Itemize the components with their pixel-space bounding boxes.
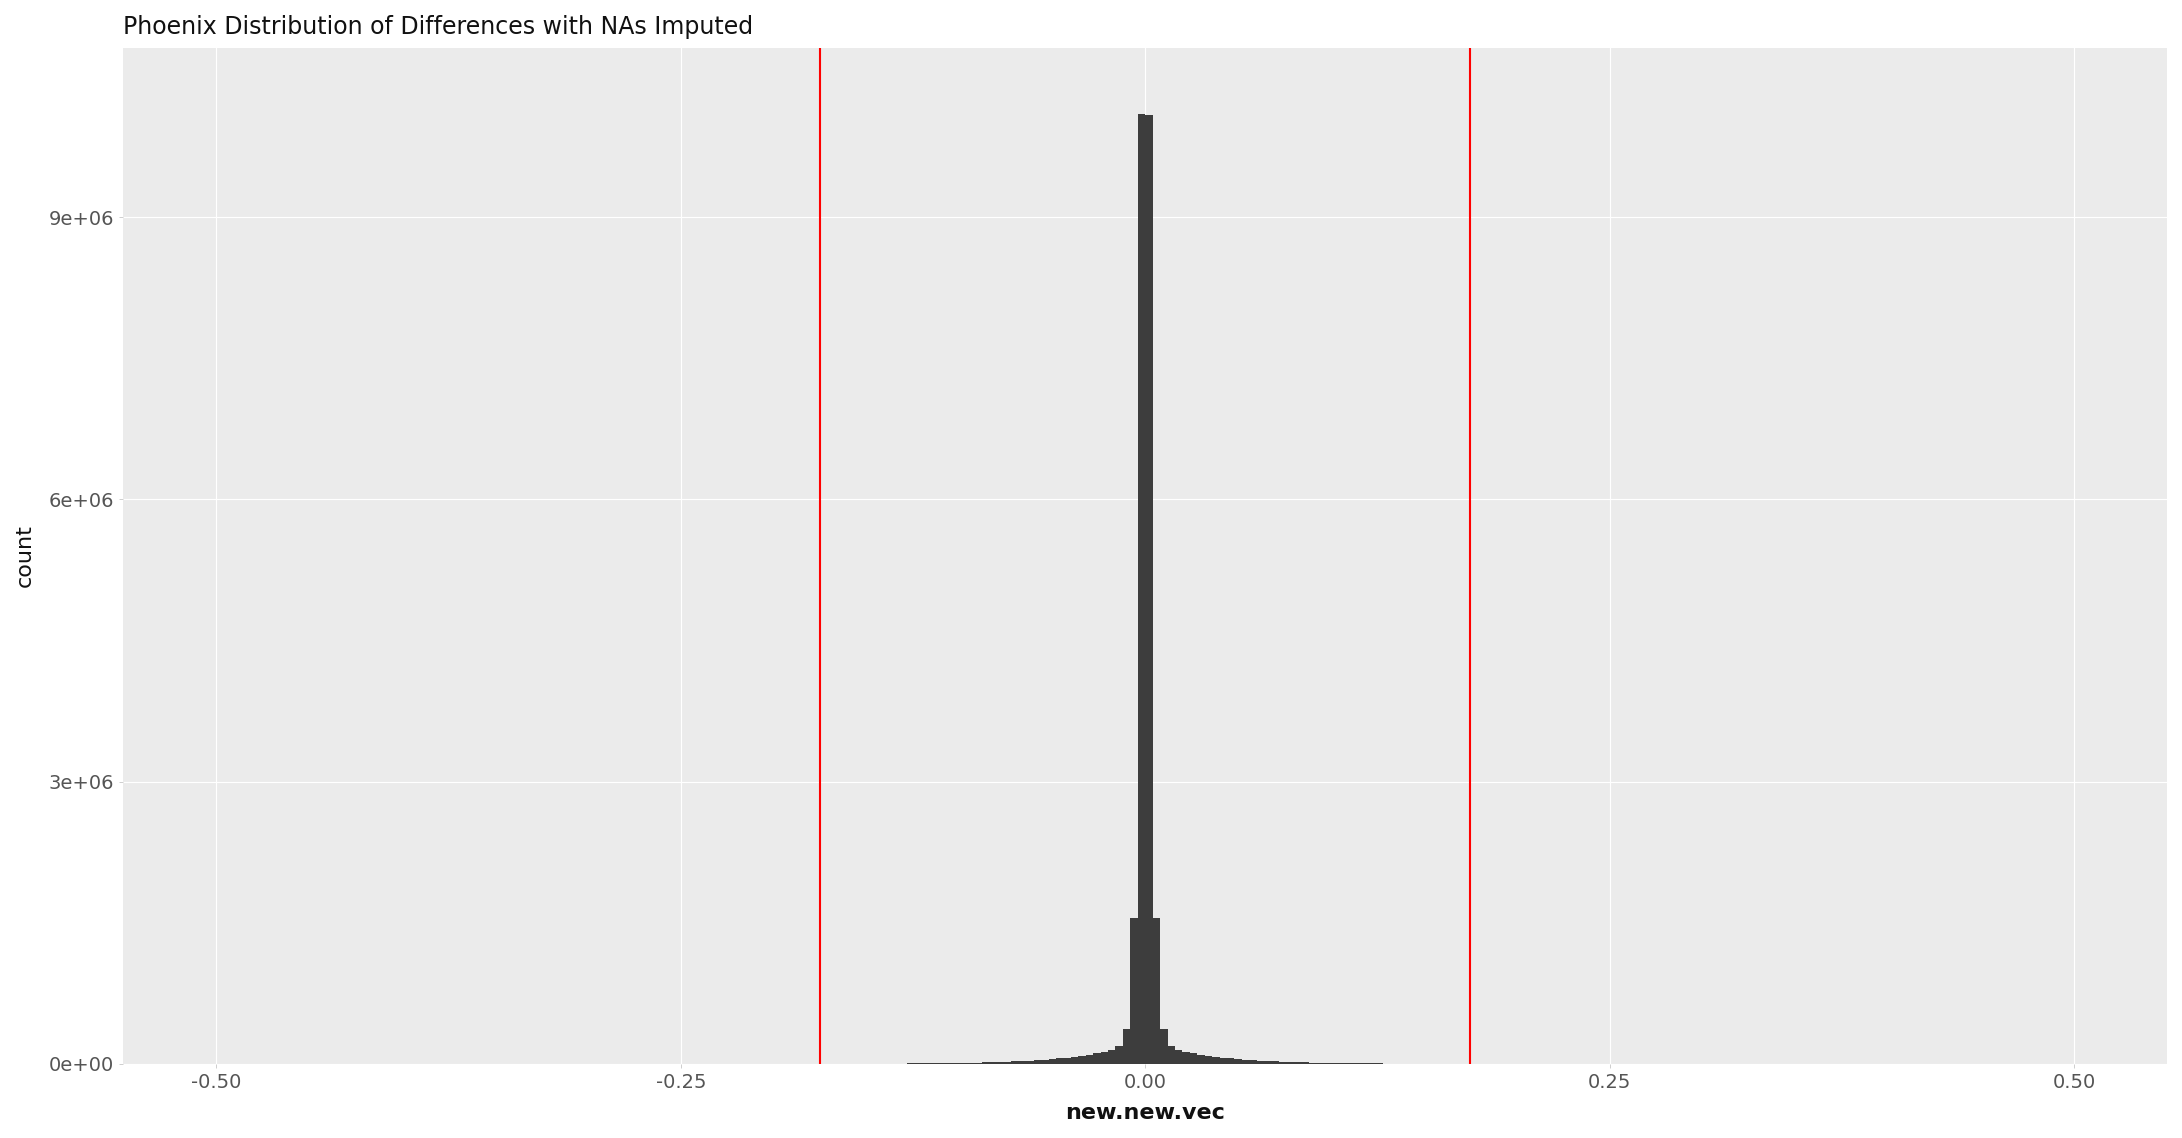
Bar: [1309, 1063, 1316, 1064]
Bar: [1146, 115, 1152, 1064]
X-axis label: new.new.vec: new.new.vec: [1065, 1103, 1224, 1123]
Bar: [1257, 1061, 1263, 1064]
Bar: [1087, 1055, 1093, 1064]
Bar: [1100, 1052, 1108, 1064]
Bar: [988, 1062, 997, 1064]
Bar: [1300, 1063, 1309, 1064]
Bar: [1272, 1062, 1279, 1064]
Bar: [1235, 1059, 1242, 1064]
Bar: [982, 1063, 988, 1064]
Bar: [1050, 1059, 1056, 1064]
Bar: [1211, 1057, 1220, 1064]
Bar: [1294, 1062, 1300, 1064]
Bar: [1124, 1029, 1130, 1064]
Y-axis label: count: count: [15, 525, 35, 587]
Bar: [1226, 1058, 1235, 1064]
Bar: [1137, 114, 1146, 1064]
Bar: [1063, 1057, 1071, 1064]
Bar: [1183, 1052, 1189, 1064]
Bar: [1108, 1049, 1115, 1064]
Bar: [1161, 1029, 1167, 1064]
Bar: [1115, 1046, 1124, 1064]
Bar: [1034, 1061, 1041, 1064]
Bar: [1071, 1057, 1078, 1064]
Bar: [1012, 1062, 1019, 1064]
Bar: [1130, 918, 1137, 1064]
Bar: [1056, 1058, 1063, 1064]
Bar: [1152, 917, 1161, 1064]
Bar: [975, 1063, 982, 1064]
Bar: [1242, 1059, 1250, 1064]
Bar: [1263, 1061, 1272, 1064]
Bar: [1189, 1053, 1198, 1064]
Bar: [1041, 1059, 1050, 1064]
Bar: [1204, 1056, 1211, 1064]
Bar: [1093, 1054, 1100, 1064]
Bar: [1026, 1061, 1034, 1064]
Text: Phoenix Distribution of Differences with NAs Imputed: Phoenix Distribution of Differences with…: [124, 15, 753, 39]
Bar: [1287, 1062, 1294, 1064]
Bar: [997, 1062, 1004, 1064]
Bar: [1250, 1061, 1257, 1064]
Bar: [1004, 1062, 1012, 1064]
Bar: [1019, 1061, 1026, 1064]
Bar: [1167, 1046, 1174, 1064]
Bar: [1220, 1057, 1226, 1064]
Bar: [1078, 1056, 1087, 1064]
Bar: [1198, 1055, 1204, 1064]
Bar: [1279, 1062, 1287, 1064]
Bar: [1174, 1049, 1183, 1064]
